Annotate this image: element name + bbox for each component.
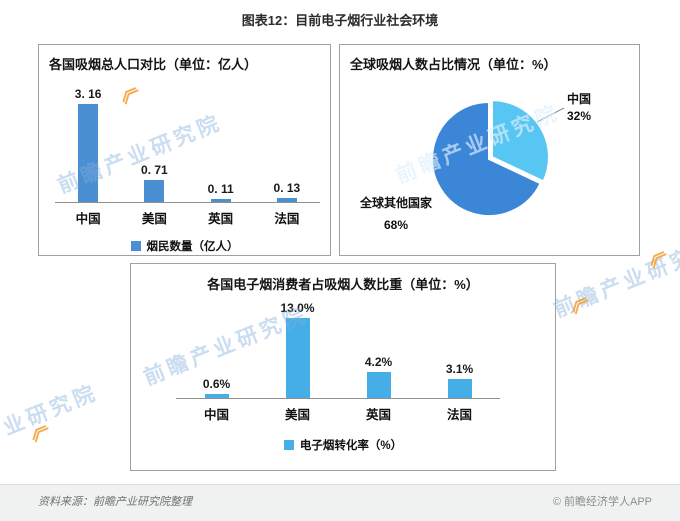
pie-slices-group <box>431 99 550 217</box>
pie-label-others: 全球其他国家 68% <box>355 197 437 232</box>
category-axis: 中国 美国 英国 法国 <box>176 399 500 423</box>
category-label: 法国 <box>446 408 472 422</box>
panel-ecig-conversion: 各国电子烟消费者占吸烟人数比重（单位：%） 0.6% 13.0% 4.2% 3.1% … <box>130 263 556 471</box>
legend-conversion: 电子烟转化率（%） <box>131 437 555 453</box>
pie-slice-others <box>431 100 542 217</box>
bar <box>285 318 310 398</box>
legend-label: 烟民数量（亿人） <box>146 241 239 253</box>
watermark-logo-icon: 《 <box>559 287 590 318</box>
watermark-text: 前瞻产业研究院 <box>0 380 102 468</box>
bar-value-label: 0. 71 <box>141 163 168 177</box>
bar-column: 0.6% <box>176 377 257 398</box>
bar-column: 3. 16 <box>55 87 121 202</box>
bar-plot-area: 0.6% 13.0% 4.2% 3.1% <box>176 293 500 399</box>
category-label: 法国 <box>274 212 300 226</box>
bar <box>144 180 165 202</box>
bar-plot-area: 3. 16 0. 71 0. 11 0. 13 <box>55 75 320 203</box>
legend-swatch-icon <box>283 440 294 450</box>
bar-column: 0. 71 <box>121 163 187 202</box>
bar-column: 13.0% <box>257 301 338 398</box>
page-title: 图表12：目前电子烟行业社会环境 <box>241 13 439 28</box>
bar-value-label: 0. 13 <box>273 181 301 195</box>
bar-value-label: 3. 16 <box>74 87 102 101</box>
legend-smokers: 烟民数量（亿人） <box>39 238 330 254</box>
pie-label-china-pct: 32% <box>566 109 591 123</box>
bar <box>204 394 229 398</box>
pie-label-others-name: 全球其他国家 <box>359 196 432 210</box>
panel-smoking-population: 各国吸烟总人口对比（单位：亿人） 3. 16 0. 71 0. 11 0. 13 中国… <box>38 44 331 256</box>
bar-column: 4.2% <box>338 355 419 398</box>
pie-label-china-name: 中国 <box>566 92 591 106</box>
bar-value-label: 3.1% <box>445 361 474 376</box>
category-axis: 中国 美国 英国 法国 <box>55 203 320 227</box>
panel-global-share: 全球吸烟人数占比情况（单位：%） 中国 32% 全球其他国家 68% <box>339 44 640 256</box>
bar-column: 0. 13 <box>254 181 320 202</box>
category-label: 英国 <box>208 212 234 226</box>
watermark-logo-icon: 《 <box>19 415 50 446</box>
bar-column: 0. 11 <box>188 182 254 202</box>
bar-value-label: 4.2% <box>364 355 393 370</box>
bar <box>210 198 231 202</box>
legend-swatch-icon <box>130 241 141 251</box>
pie-label-china: 中国 32% <box>567 91 591 125</box>
bar-column: 3.1% <box>419 362 500 398</box>
bar-value-label: 0. 11 <box>207 181 234 196</box>
category-label: 中国 <box>75 212 101 226</box>
footer-bar: 资料来源：前瞻产业研究院整理 © 前瞻经济学人APP <box>0 484 680 521</box>
chart-title-smoking-population: 各国吸烟总人口对比（单位：亿人） <box>49 57 258 72</box>
category-label: 中国 <box>203 408 229 422</box>
pie-chart <box>431 99 565 217</box>
source-note: 资料来源：前瞻产业研究院整理 <box>38 496 192 508</box>
pie-slice-china <box>491 99 550 183</box>
legend-label: 电子烟转化率（%） <box>299 440 403 452</box>
bar-value-label: 0.6% <box>202 377 231 392</box>
category-label: 美国 <box>284 408 310 422</box>
pie-label-others-pct: 68% <box>383 218 409 232</box>
bar <box>366 372 391 398</box>
brand-credit: © 前瞻经济学人APP <box>552 496 652 508</box>
bar <box>78 104 99 202</box>
chart-title-ecig-conversion: 各国电子烟消费者占吸烟人数比重（单位：%） <box>207 277 479 292</box>
bar <box>276 198 297 202</box>
category-label: 美国 <box>141 212 167 226</box>
chart-title-global-share: 全球吸烟人数占比情况（单位：%） <box>350 57 557 72</box>
bar-value-label: 13.0% <box>280 301 315 315</box>
bar <box>447 378 472 398</box>
category-label: 英国 <box>365 408 391 422</box>
pie-leader-line <box>536 107 565 123</box>
watermark-logo-icon: 《 <box>637 241 668 272</box>
